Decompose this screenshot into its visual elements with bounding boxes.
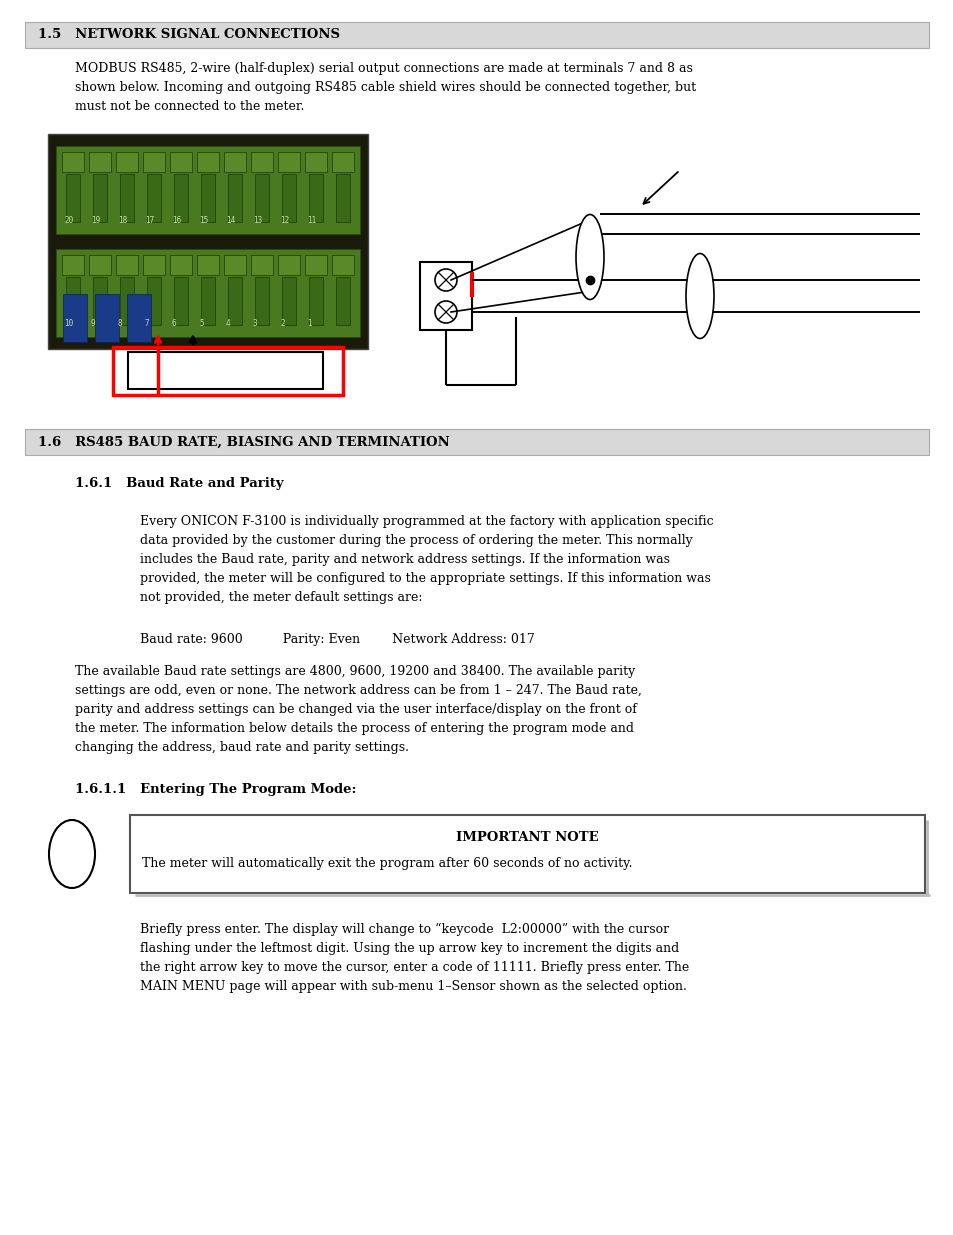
Bar [196,152,219,172]
Text: 1: 1 [307,319,312,329]
Text: 1.6   RS485 BAUD RATE, BIASING AND TERMINATION: 1.6 RS485 BAUD RATE, BIASING AND TERMINA… [38,436,449,448]
Bar [143,152,165,172]
Text: 1.5   NETWORK SIGNAL CONNECTIONS: 1.5 NETWORK SIGNAL CONNECTIONS [38,28,339,42]
Ellipse shape [49,820,95,888]
Text: The meter will automatically exit the program after 60 seconds of no activity.: The meter will automatically exit the pr… [142,857,632,869]
Text: 13: 13 [253,216,262,225]
Circle shape [435,269,456,291]
Text: Baud rate: 9600          Parity: Even        Network Address: 017: Baud rate: 9600 Parity: Even Network Add… [140,634,535,646]
Text: 5: 5 [199,319,203,329]
Text: 9: 9 [91,319,95,329]
Bar [25,22,928,48]
Bar [92,277,107,325]
Bar [332,254,354,275]
Bar [92,174,107,222]
Bar [127,294,151,342]
Bar [173,277,188,325]
Text: 3: 3 [253,319,257,329]
Text: Every ONICON F-3100 is individually programmed at the factory with application s: Every ONICON F-3100 is individually prog… [140,515,713,604]
Ellipse shape [576,215,603,300]
Bar [62,152,84,172]
Bar [25,429,928,454]
Bar [66,277,80,325]
Text: 4: 4 [226,319,231,329]
Bar [48,135,368,350]
Bar [228,174,242,222]
Text: 16: 16 [172,216,181,225]
Bar [147,277,161,325]
Bar [95,294,119,342]
Bar [254,174,269,222]
Text: 18: 18 [118,216,127,225]
Bar [62,254,84,275]
Text: 8: 8 [118,319,123,329]
Text: 11: 11 [307,216,315,225]
Bar [228,277,242,325]
Text: 1.6.1   Baud Rate and Parity: 1.6.1 Baud Rate and Parity [75,477,283,490]
Bar [251,254,273,275]
Text: 7: 7 [145,319,150,329]
Bar [89,254,111,275]
Text: 10: 10 [64,319,73,329]
Text: IMPORTANT NOTE: IMPORTANT NOTE [456,831,598,844]
Bar [130,815,924,893]
Text: 19: 19 [91,216,100,225]
Bar [116,152,138,172]
Bar [419,262,472,330]
Text: 2: 2 [280,319,284,329]
Bar [201,174,214,222]
Bar [277,152,299,172]
Bar [282,174,295,222]
Text: Briefly press enter. The display will change to “keycode  L2:00000” with the cur: Briefly press enter. The display will ch… [140,923,688,993]
Bar [335,277,350,325]
Bar [143,254,165,275]
Bar [254,277,269,325]
Bar [63,294,87,342]
Bar [309,277,323,325]
Bar [170,254,192,275]
Bar [170,152,192,172]
Bar [147,174,161,222]
Text: MODBUS RS485, 2-wire (half-duplex) serial output connections are made at termina: MODBUS RS485, 2-wire (half-duplex) seria… [75,62,696,112]
Bar [173,174,188,222]
Bar [201,277,214,325]
Text: The available Baud rate settings are 4800, 9600, 19200 and 38400. The available : The available Baud rate settings are 480… [75,664,641,755]
Bar [335,174,350,222]
Circle shape [435,301,456,324]
Bar [56,146,359,233]
Text: 6: 6 [172,319,176,329]
Text: 17: 17 [145,216,154,225]
Bar [120,174,133,222]
Bar [251,152,273,172]
Bar [89,152,111,172]
Text: 20: 20 [64,216,73,225]
Bar [305,254,327,275]
Bar [282,277,295,325]
Bar [120,277,133,325]
Bar [112,347,343,395]
Bar [224,254,246,275]
Bar [277,254,299,275]
Bar [196,254,219,275]
Text: 14: 14 [226,216,235,225]
Text: 15: 15 [199,216,208,225]
Text: 1.6.1.1   Entering The Program Mode:: 1.6.1.1 Entering The Program Mode: [75,783,356,797]
Bar [224,152,246,172]
Bar [128,352,323,389]
Bar [305,152,327,172]
Ellipse shape [685,253,713,338]
Text: 12: 12 [280,216,289,225]
Bar [309,174,323,222]
Bar [332,152,354,172]
Bar [66,174,80,222]
Bar [116,254,138,275]
Bar [56,249,359,337]
